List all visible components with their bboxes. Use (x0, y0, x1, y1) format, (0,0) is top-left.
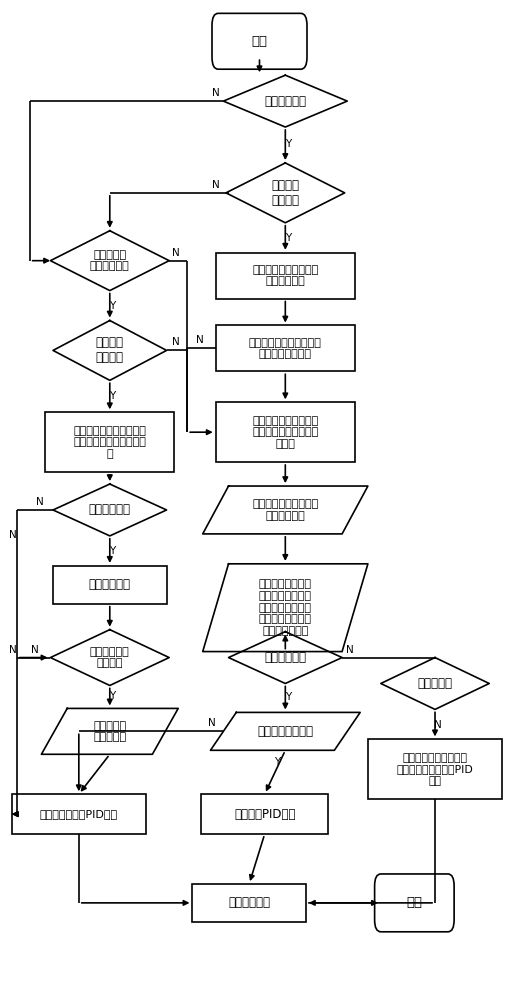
Text: 规划减速或
定位完成阶段: 规划减速或 定位完成阶段 (90, 250, 130, 271)
Polygon shape (203, 564, 368, 652)
Polygon shape (381, 658, 489, 709)
Text: 定位完成计时: 定位完成计时 (89, 578, 131, 591)
Bar (45, 412, 174, 472)
Bar (12, 794, 146, 834)
Bar (215, 402, 355, 462)
Text: 定位完成阶段: 定位完成阶段 (89, 503, 131, 516)
Polygon shape (42, 708, 178, 754)
Bar (53, 566, 167, 604)
Text: N: N (31, 645, 39, 655)
FancyBboxPatch shape (375, 874, 454, 932)
Bar (215, 325, 355, 371)
Text: 有轴运动
指令等待: 有轴运动 指令等待 (96, 336, 124, 364)
Text: N: N (212, 88, 220, 98)
Text: 轴减速阶段: 轴减速阶段 (417, 677, 453, 690)
Bar (193, 884, 306, 922)
Polygon shape (226, 163, 345, 223)
Polygon shape (211, 712, 360, 750)
Text: N: N (212, 180, 220, 190)
Polygon shape (53, 320, 167, 380)
Text: 根据轴位置反馈修正以
更新上一周期轴插补命
令位置: 根据轴位置反馈修正以 更新上一周期轴插补命 令位置 (252, 416, 319, 449)
Polygon shape (50, 231, 169, 291)
Text: 结束: 结束 (406, 896, 422, 909)
Text: 无轴运动阶段: 无轴运动阶段 (264, 95, 306, 108)
Bar (368, 739, 502, 799)
Bar (215, 253, 355, 299)
Polygon shape (50, 630, 169, 685)
Text: N: N (172, 337, 180, 347)
Text: Y: Y (285, 233, 291, 243)
Text: N: N (434, 720, 442, 730)
Text: 轴定位点半闭环PID控制: 轴定位点半闭环PID控制 (40, 809, 118, 819)
Text: 规划新的轴插补位置、
速度、加速度: 规划新的轴插补位置、 速度、加速度 (252, 499, 319, 521)
Text: 基于电机和机床位置双
反馈动态修正的闭环PID
控制: 基于电机和机床位置双 反馈动态修正的闭环PID 控制 (397, 753, 473, 786)
Text: N: N (346, 645, 354, 655)
Text: Y: Y (110, 546, 116, 556)
Text: N: N (9, 645, 17, 655)
Text: 读取轴运动指令，进入轴
命令进给速度变化规划阶
段: 读取轴运动指令，进入轴 命令进给速度变化规划阶 段 (73, 426, 146, 459)
FancyBboxPatch shape (212, 13, 307, 69)
Polygon shape (228, 632, 342, 683)
Text: 轴个闭环PID控制: 轴个闭环PID控制 (234, 808, 295, 821)
Text: Y: Y (275, 757, 281, 767)
Text: 驱动速度计算: 驱动速度计算 (228, 896, 270, 909)
Polygon shape (53, 484, 167, 536)
Text: 开始: 开始 (252, 35, 267, 48)
Text: Y: Y (110, 301, 116, 311)
Text: Y: Y (285, 139, 291, 149)
Text: N: N (208, 718, 216, 728)
Text: Y: Y (110, 391, 116, 401)
Text: 定位完成阶段: 定位完成阶段 (264, 651, 306, 664)
Text: 标识进入轴
无运动阶段: 标识进入轴 无运动阶段 (93, 721, 126, 742)
Text: 标识进入轴加速阶
段、匀速阶段、进
给速度变化规划阶
段、减速阶段、还
是定位完成阶段: 标识进入轴加速阶 段、匀速阶段、进 给速度变化规划阶 段、减速阶段、还 是定位完… (259, 580, 312, 636)
Text: Y: Y (285, 692, 291, 702)
Text: 按轴实际位置修正运动
初始命令位置: 按轴实际位置修正运动 初始命令位置 (252, 265, 319, 286)
Text: N: N (196, 335, 204, 345)
Text: N: N (172, 248, 180, 258)
Bar (201, 794, 328, 834)
Text: 有轴运动
指令等待: 有轴运动 指令等待 (271, 179, 299, 207)
Text: 定位完成开始计时: 定位完成开始计时 (257, 725, 313, 738)
Text: 定位完成阶段
计时完毕: 定位完成阶段 计时完毕 (90, 647, 130, 668)
Text: Y: Y (110, 691, 116, 701)
Polygon shape (223, 75, 347, 127)
Text: N: N (36, 497, 44, 507)
Text: 读收轴运动指令，进入轴
运动规划初始阶段: 读收轴运动指令，进入轴 运动规划初始阶段 (249, 338, 322, 359)
Polygon shape (203, 486, 368, 534)
Text: N: N (9, 530, 17, 540)
